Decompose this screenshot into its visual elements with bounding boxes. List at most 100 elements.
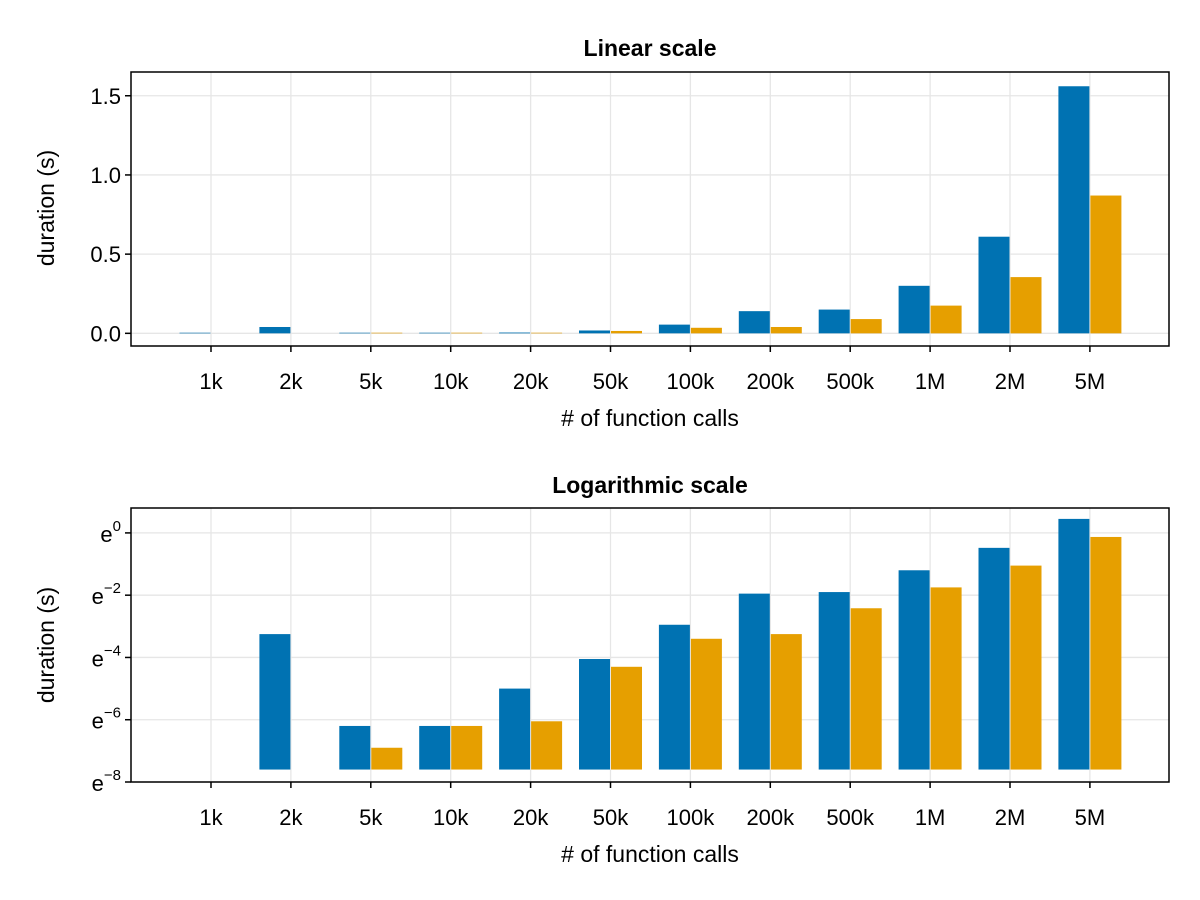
bar-1k [179,332,211,334]
bars [259,518,1122,770]
y-tick-exponent: −2 [104,580,121,597]
bar-50k [579,330,610,334]
bar-1M [898,285,930,334]
bar-5M [1090,536,1122,770]
bar-20k [531,332,563,334]
bar-10k [451,725,483,770]
bar-5M [1090,195,1122,334]
y-tick-base: e [92,646,104,671]
bar-20k [531,721,563,770]
linear-scale-panel: Linear scale # of function calls duratio… [33,35,1170,431]
y-tick-exponent: −6 [104,705,121,722]
bar-100k [658,324,690,334]
x-axis-ticks: 1k 2k 5k 10k 20k 50k 100k 200k 500k 1M 2M 5M [199,346,1105,394]
x-tick-label: 5k [359,369,383,394]
x-tick-label: 100k [667,805,716,830]
y-tick-exponent: 0 [113,518,121,535]
x-tick-label: 50k [593,369,629,394]
bar-2M [978,547,1010,770]
x-tick-label: 2k [279,805,303,830]
y-tick-label: 0.5 [90,242,121,267]
bar-200k [770,326,802,334]
bar-2k [259,326,291,334]
bar-50k [611,330,642,334]
x-tick-label: 2M [995,805,1026,830]
y-axis-ticks: e−8e−6e−4e−2e0 [92,518,131,796]
bar-10k [419,725,451,770]
x-tick-label: 200k [746,369,795,394]
y-tick-label: e0 [100,518,121,547]
y-axis-label: duration (s) [33,150,59,266]
x-tick-label: 5M [1075,369,1106,394]
bar-100k [690,327,722,334]
x-tick-label: 5k [359,805,383,830]
bar-20k [499,688,531,770]
y-tick-exponent: −4 [104,642,121,659]
y-tick-label: 0.0 [90,321,121,346]
x-tick-label: 200k [746,805,795,830]
bar-2M [1010,277,1042,334]
y-tick-label: e−8 [92,767,121,796]
chart-title: Logarithmic scale [552,472,748,498]
x-tick-label: 1k [199,369,223,394]
y-tick-label: e−4 [92,642,121,671]
x-tick-label: 500k [826,369,875,394]
y-tick-base: e [92,584,104,609]
x-tick-label: 1M [915,805,946,830]
bars [179,86,1122,334]
y-tick-exponent: −8 [104,767,121,784]
bar-2M [978,236,1010,334]
y-tick-label: 1.0 [90,163,121,188]
x-axis-label: # of function calls [561,841,739,867]
bar-2k [259,634,291,770]
y-tick-base: e [92,709,104,734]
bar-200k [738,593,770,770]
bar-5k [339,332,371,334]
x-axis-label: # of function calls [561,405,739,431]
bar-1M [930,587,962,770]
x-tick-label: 20k [513,369,549,394]
bar-5M [1058,518,1090,770]
bar-20k [499,332,531,334]
y-tick-base: e [92,771,104,796]
y-tick-label: 1.5 [90,84,121,109]
bar-50k [579,659,610,770]
x-tick-label: 1k [199,805,223,830]
x-tick-label: 1M [915,369,946,394]
bar-10k [419,332,451,334]
bar-500k [818,309,850,334]
bar-100k [690,638,722,770]
bar-200k [738,311,770,334]
y-axis-label: duration (s) [33,587,59,703]
bar-2M [1010,565,1042,770]
bar-5M [1058,86,1090,334]
y-axis-ticks: 0.0 0.5 1.0 1.5 [90,84,131,346]
x-tick-label: 10k [433,805,469,830]
bar-200k [770,634,802,770]
chart-title: Linear scale [584,35,717,61]
x-tick-label: 5M [1075,805,1106,830]
bar-1M [898,570,930,770]
bar-1M [930,305,962,334]
x-tick-label: 2M [995,369,1026,394]
x-tick-label: 10k [433,369,469,394]
x-tick-label: 500k [826,805,875,830]
y-tick-label: e−2 [92,580,121,609]
bar-5k [371,332,403,334]
x-tick-label: 50k [593,805,629,830]
y-tick-base: e [100,522,112,547]
logarithmic-scale-panel: Logarithmic scale # of function calls du… [33,472,1170,867]
bar-5k [339,725,371,770]
plot-frame [130,71,1170,347]
bar-500k [850,608,882,770]
x-tick-label: 100k [667,369,716,394]
x-tick-label: 2k [279,369,303,394]
bar-5k [371,747,403,770]
bar-500k [850,319,882,334]
y-tick-label: e−6 [92,705,121,734]
bar-500k [818,592,850,770]
bar-100k [658,624,690,770]
plot-frame [130,507,1170,783]
bar-10k [451,332,483,334]
